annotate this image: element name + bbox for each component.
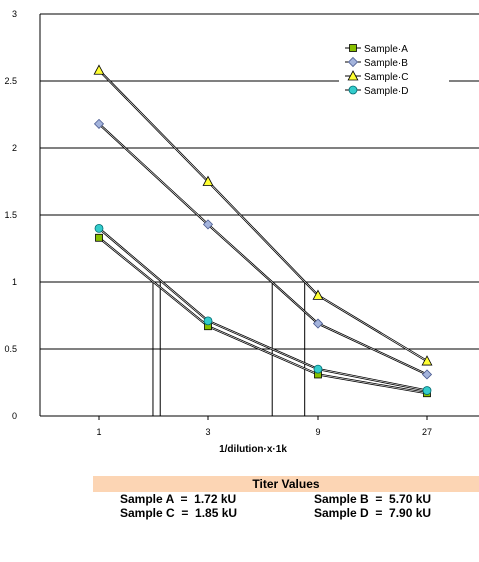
legend-label-2: Sample·C: [364, 72, 408, 83]
data-point-s2-0: [93, 64, 105, 75]
titer-value-sample-a: Sample A = 1.72 kU: [120, 492, 237, 506]
data-point-s3-2: [313, 364, 323, 374]
series-line-0: [98, 237, 428, 394]
y-tick-label-3: 1.5: [4, 210, 17, 220]
titer-row-2: Sample C = 1.85 kU Sample D = 7.90 kU: [93, 506, 479, 520]
legend-label-1: Sample·B: [364, 58, 408, 69]
x-tick-label-1: 3: [205, 427, 210, 437]
series-line-outline-2: [98, 69, 428, 363]
y-tick-label-6: 3: [12, 9, 17, 19]
data-point-s1-1: [202, 219, 214, 230]
titer-row-1: Sample A = 1.72 kU Sample B = 5.70 kU: [93, 492, 479, 506]
data-point-s2-2: [312, 289, 324, 300]
x-tick-label-0: 1: [96, 427, 101, 437]
y-tick-label-2: 1: [12, 277, 17, 287]
x-axis-title: 1/dilution·x·1k: [219, 444, 287, 455]
legend-label-0: Sample·A: [364, 44, 408, 55]
legend-marker-1: [347, 56, 359, 68]
titer-values-title: Titer Values: [93, 476, 479, 492]
series-line-2: [98, 70, 428, 362]
titer-value-sample-d: Sample D = 7.90 kU: [314, 506, 432, 520]
y-tick-label-5: 2.5: [4, 76, 17, 86]
titer-values-table: Titer Values Sample A = 1.72 kU Sample B…: [93, 476, 479, 529]
data-point-s3-0: [94, 223, 104, 233]
legend-label-3: Sample·D: [364, 86, 408, 97]
y-tick-label-0: 0: [12, 411, 17, 421]
series-line-3: [98, 228, 428, 391]
data-point-s3-1: [203, 316, 213, 326]
data-point-s2-1: [202, 175, 214, 186]
data-point-s3-3: [422, 386, 432, 395]
series-line-outline-1: [98, 123, 428, 376]
x-tick-label-2: 9: [315, 427, 320, 437]
series-line-outline-3: [98, 227, 428, 392]
data-point-s1-2: [312, 318, 324, 329]
titer-chart: 0 0.5 1 1.5 2 2.5 3 1 3 9 27 1/dilution·x·1k Sample·…: [4, 9, 479, 455]
titer-value-sample-b: Sample B = 5.70 kU: [314, 492, 432, 506]
data-point-s2-3: [421, 355, 433, 366]
data-point-s0-0: [95, 233, 103, 242]
x-tick-label-3: 27: [422, 427, 432, 437]
series-line-outline-0: [98, 236, 428, 395]
data-point-s1-3: [421, 369, 433, 380]
titer-value-sample-c: Sample C = 1.85 kU: [120, 506, 238, 520]
legend-marker-0: [349, 44, 357, 52]
legend-marker-3: [348, 85, 358, 95]
y-tick-label-4: 2: [12, 143, 17, 153]
legend-box: [339, 38, 449, 104]
series-line-1: [98, 123, 428, 375]
y-tick-label-1: 0.5: [4, 344, 17, 354]
data-point-s1-0: [93, 118, 105, 129]
legend-marker-2: [347, 70, 359, 81]
